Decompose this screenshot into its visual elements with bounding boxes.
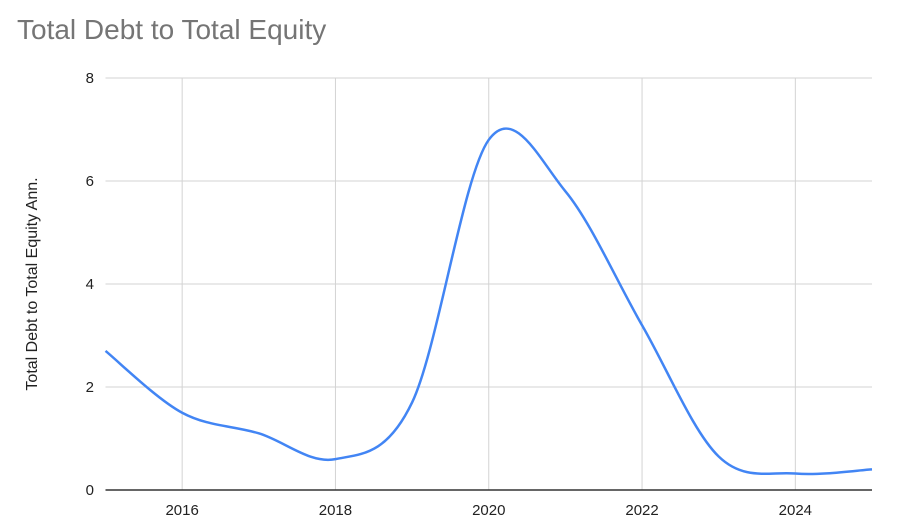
chart-title: Total Debt to Total Equity [17,14,327,45]
y-tick-label: 4 [86,276,94,293]
x-tick-label: 2020 [472,502,505,519]
x-tick-label: 2016 [165,502,198,519]
x-tick-label: 2018 [319,502,352,519]
series-line [104,127,873,476]
y-tick-label: 0 [86,482,94,499]
y-tick-label: 8 [86,70,94,87]
y-tick-label: 6 [86,173,94,190]
x-tick-label: 2024 [779,502,812,519]
y-tick-label: 2 [86,379,94,396]
y-axis-label: Total Debt to Total Equity Ann. [24,177,41,390]
x-tick-label: 2022 [625,502,658,519]
